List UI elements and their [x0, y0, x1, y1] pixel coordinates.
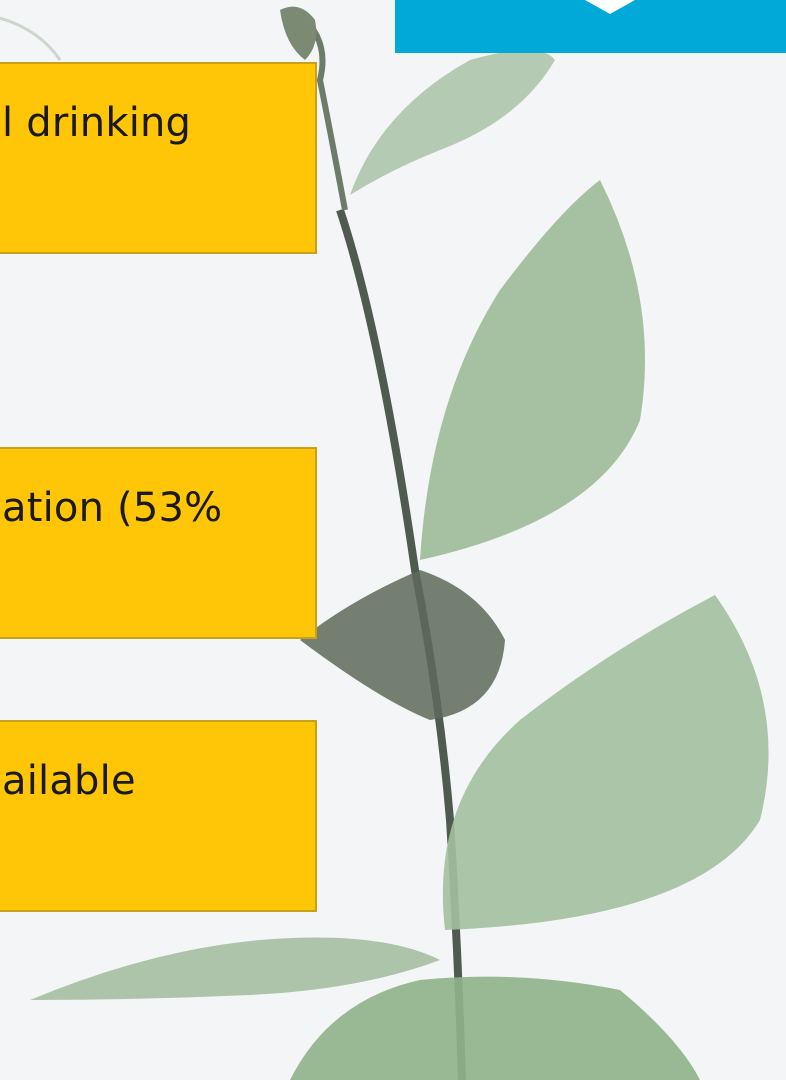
- text-box: l drinking: [0, 62, 317, 254]
- slide: l drinking ation (53% ailable (() => { c…: [0, 0, 786, 1080]
- blue-banner: [395, 0, 786, 53]
- chevron-icon: [395, 0, 786, 53]
- text-box: ailable: [0, 720, 317, 912]
- box-text: ation (53%: [2, 485, 222, 531]
- box-text: ailable: [2, 758, 136, 804]
- box-text: l drinking: [2, 100, 191, 146]
- text-box: ation (53%: [0, 447, 317, 639]
